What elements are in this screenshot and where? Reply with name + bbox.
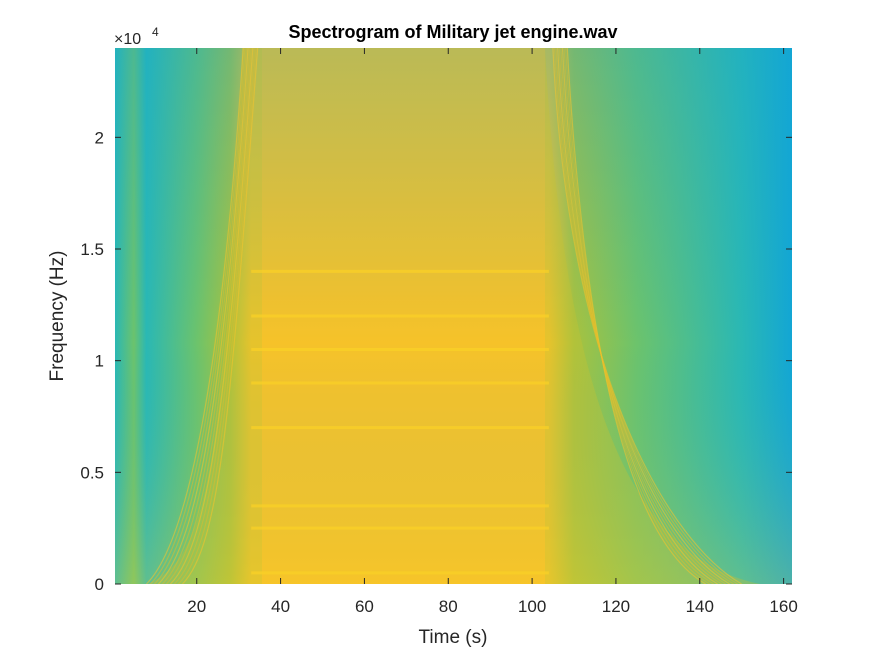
x-tick-label: 40: [271, 597, 290, 616]
harmonic-curve: [174, 48, 256, 584]
y-tick-label: 1: [95, 352, 104, 371]
y-tick-label: 1.5: [80, 240, 104, 259]
harmonic-curve: [162, 48, 251, 584]
harmonic-curve: [166, 48, 252, 584]
y-tick-label: 0: [95, 575, 104, 594]
harmonic-curve: [158, 48, 249, 584]
harmonic-curve: [558, 48, 726, 584]
harmonic-curve: [182, 48, 259, 584]
ramp-up-region: [148, 48, 262, 584]
harmonic-curve: [552, 48, 742, 584]
harmonic-curve: [154, 48, 248, 584]
y-axis: 0 0.5 1 1.5 2: [80, 128, 792, 594]
harmonic-curve: [563, 48, 714, 584]
x-tick-label: 80: [439, 597, 458, 616]
y-tick-label: 2: [95, 128, 104, 147]
harmonic-curves: [146, 48, 742, 584]
y-exponent-base: ×10: [114, 31, 141, 48]
harmonic-curve: [146, 48, 244, 584]
x-tick-label: 100: [518, 597, 546, 616]
ramp-down-region: [545, 48, 760, 584]
harmonic-curve: [150, 48, 246, 584]
harmonic-curve: [565, 48, 710, 584]
x-tick-label: 120: [602, 597, 630, 616]
frequency-bands: [251, 269, 549, 575]
harmonic-curve: [560, 48, 722, 584]
plot-area: [115, 48, 792, 584]
x-tick-label: 140: [686, 597, 714, 616]
x-tick-label: 160: [769, 597, 797, 616]
y-axis-label: Frequency (Hz): [47, 251, 68, 382]
y-exponent-power: 4: [152, 25, 159, 39]
y-tick-label: 0.5: [80, 463, 104, 482]
harmonic-curve: [557, 48, 730, 584]
chart-title: Spectrogram of Military jet engine.wav: [288, 22, 617, 42]
harmonic-curve: [553, 48, 738, 584]
harmonic-curve: [555, 48, 734, 584]
x-axis: 20 40 60 80 100 120 140 160: [187, 48, 798, 616]
harmonic-curve: [178, 48, 257, 584]
x-tick-label: 20: [187, 597, 206, 616]
harmonic-curve: [561, 48, 718, 584]
harmonic-curve: [566, 48, 706, 584]
harmonic-curve: [170, 48, 254, 584]
x-axis-label: Time (s): [419, 627, 488, 648]
x-tick-label: 60: [355, 597, 374, 616]
